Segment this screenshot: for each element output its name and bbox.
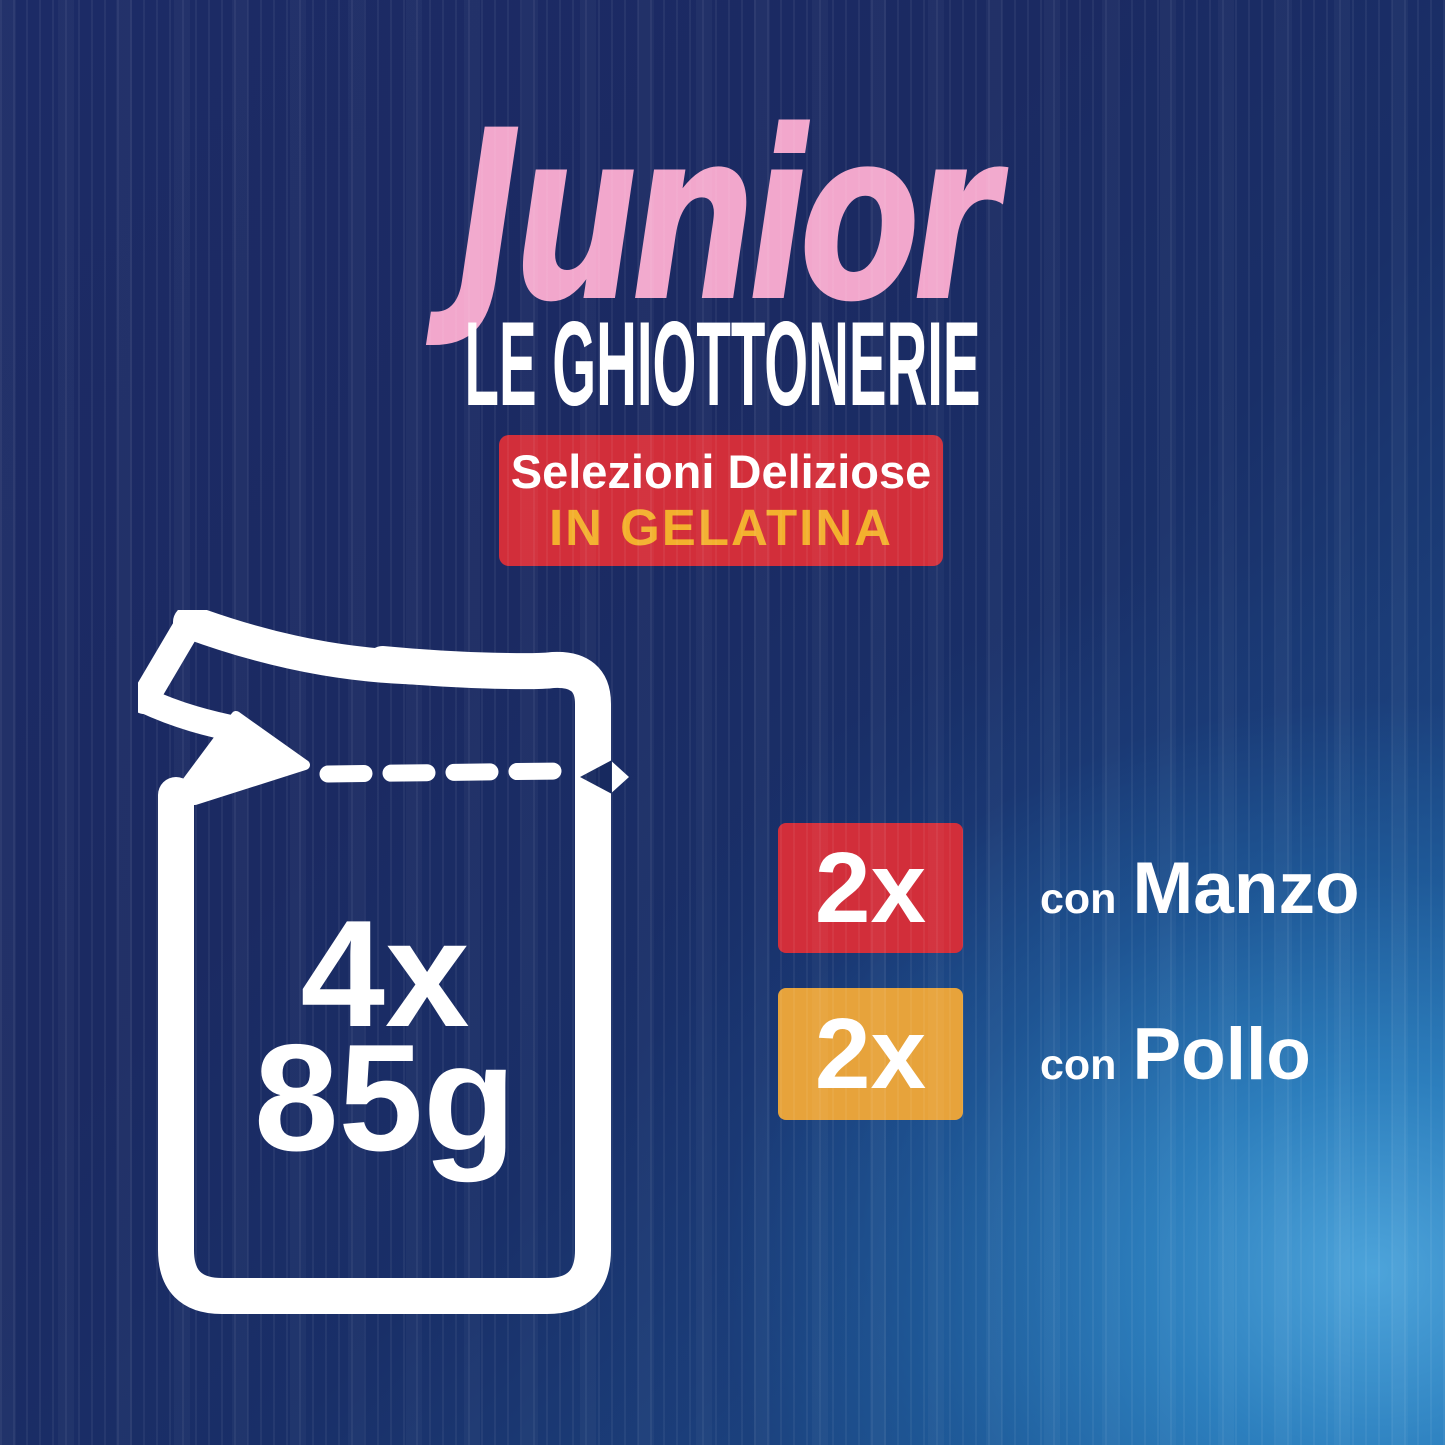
- pouch-flap-fold-edge: [138, 610, 204, 714]
- badge-line1: Selezioni Deliziose: [510, 445, 932, 498]
- brand-title: Junior: [455, 81, 1000, 354]
- tear-notch: [580, 760, 612, 794]
- variant-prefix: con: [1040, 1040, 1117, 1089]
- variant-label-pollo: con Pollo: [1040, 988, 1440, 1120]
- pouch-flap-top-edge: [173, 610, 457, 685]
- variant-flavor: Manzo: [1132, 847, 1360, 929]
- pouch-fold-wedge: [173, 711, 310, 805]
- variant-label-manzo: con Manzo: [1040, 823, 1440, 953]
- opened-pouch-icon: [138, 610, 629, 1314]
- variant-qty: 2x: [814, 998, 927, 1110]
- tear-dashed-line: [319, 762, 569, 783]
- tear-bump: [608, 758, 629, 796]
- variant-qty: 2x: [814, 832, 927, 944]
- pack-count: 4x: [300, 889, 470, 1059]
- variant-prefix: con: [1040, 874, 1117, 923]
- product-line-title: LE GHIOTTONERIE: [464, 297, 981, 431]
- variant-qty-box-pollo: 2x: [778, 988, 963, 1120]
- pouch-body-outline: [158, 646, 611, 1314]
- pack-weight: 85g: [254, 1013, 516, 1183]
- flavor-selection-badge: Selezioni Deliziose IN GELATINA: [499, 435, 943, 566]
- variant-flavor: Pollo: [1132, 1013, 1311, 1095]
- variant-qty-box-manzo: 2x: [778, 823, 963, 953]
- badge-line2: IN GELATINA: [548, 499, 894, 556]
